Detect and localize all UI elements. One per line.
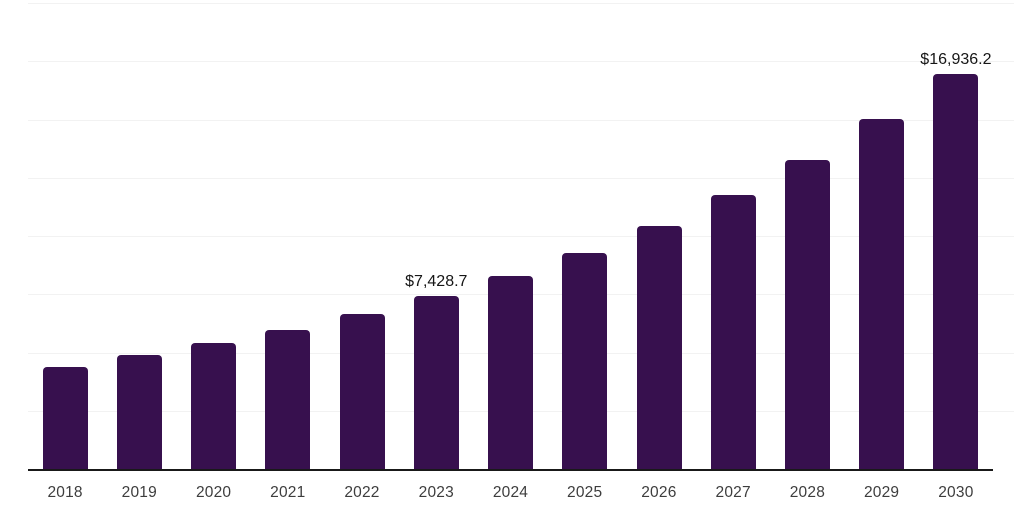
x-tick-label: 2019	[121, 484, 157, 501]
gridline	[28, 61, 1014, 63]
x-tick-label: 2023	[418, 484, 454, 501]
bar[interactable]	[116, 354, 162, 469]
x-tick-label: 2021	[270, 484, 306, 501]
x-tick-label: 2028	[789, 484, 826, 501]
x-tick-label: 2024	[492, 484, 529, 501]
bar-value-label: $7,428.7	[405, 272, 468, 290]
x-tick-label: 2020	[195, 484, 232, 501]
bar[interactable]	[191, 343, 237, 469]
x-tick-label: 2030	[938, 484, 974, 501]
gridline	[28, 236, 1014, 237]
x-tick-label: 2029	[863, 484, 900, 501]
gridline	[28, 3, 1014, 4]
bar[interactable]	[265, 329, 311, 469]
bar[interactable]	[784, 159, 830, 469]
x-tick-label: 2027	[715, 484, 751, 501]
x-tick-label: 2025	[567, 484, 603, 501]
x-tick-label: 2018	[47, 484, 83, 501]
bar[interactable]	[413, 295, 459, 469]
bar[interactable]	[933, 74, 979, 469]
bar-value-label: $16,936.2	[920, 51, 992, 69]
x-tick-label: 2022	[344, 484, 380, 501]
gridline	[28, 119, 1014, 121]
x-tick-label: 2026	[641, 484, 677, 501]
bar[interactable]	[859, 118, 905, 469]
gridline	[28, 177, 1014, 179]
bar[interactable]	[488, 275, 533, 469]
bar[interactable]	[710, 194, 756, 469]
bar[interactable]	[562, 252, 608, 469]
bar[interactable]	[339, 314, 385, 469]
x-axis-line	[28, 469, 993, 471]
bar[interactable]	[636, 225, 682, 469]
bar[interactable]	[42, 366, 88, 469]
